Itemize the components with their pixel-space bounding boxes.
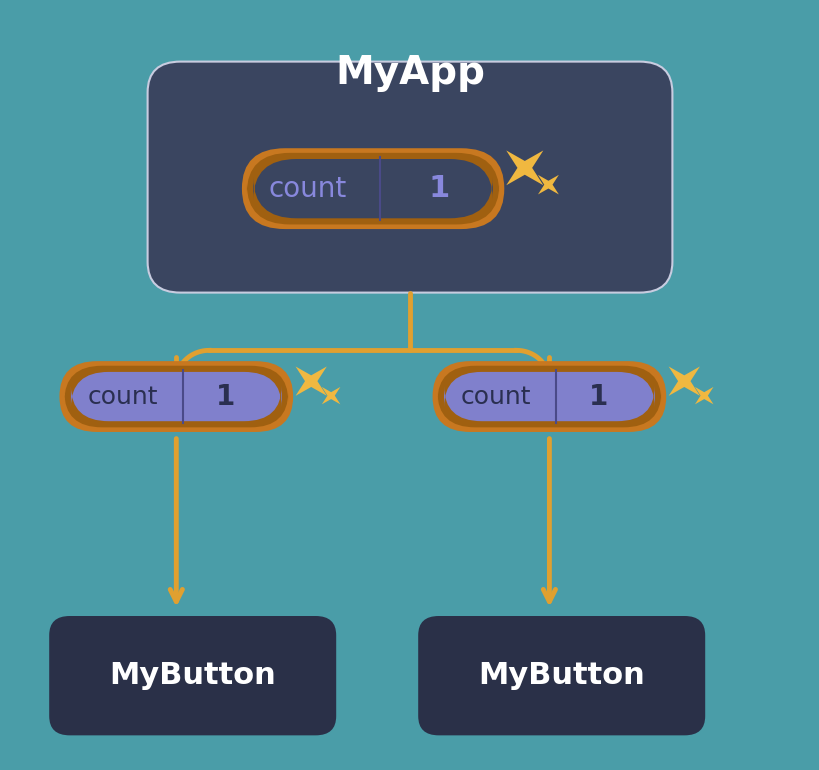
FancyBboxPatch shape [437, 366, 661, 427]
FancyBboxPatch shape [253, 159, 492, 219]
FancyBboxPatch shape [71, 372, 282, 421]
Text: 1: 1 [428, 174, 449, 203]
Text: MyButton: MyButton [109, 661, 276, 690]
Text: count: count [460, 384, 531, 409]
Polygon shape [694, 387, 713, 404]
FancyBboxPatch shape [147, 62, 672, 293]
FancyBboxPatch shape [247, 153, 499, 225]
Polygon shape [667, 367, 699, 396]
FancyBboxPatch shape [60, 361, 293, 432]
Polygon shape [505, 150, 543, 186]
Polygon shape [321, 387, 340, 404]
Text: MyApp: MyApp [335, 54, 484, 92]
Text: MyButton: MyButton [477, 661, 645, 690]
Polygon shape [537, 175, 559, 195]
FancyBboxPatch shape [418, 616, 704, 735]
FancyBboxPatch shape [49, 616, 336, 735]
FancyBboxPatch shape [65, 366, 288, 427]
FancyBboxPatch shape [242, 149, 504, 229]
FancyBboxPatch shape [432, 361, 665, 432]
Text: 1: 1 [215, 383, 235, 410]
Polygon shape [295, 367, 327, 396]
FancyBboxPatch shape [444, 372, 654, 421]
Text: count: count [88, 384, 158, 409]
Text: 1: 1 [588, 383, 608, 410]
Text: count: count [268, 175, 346, 203]
